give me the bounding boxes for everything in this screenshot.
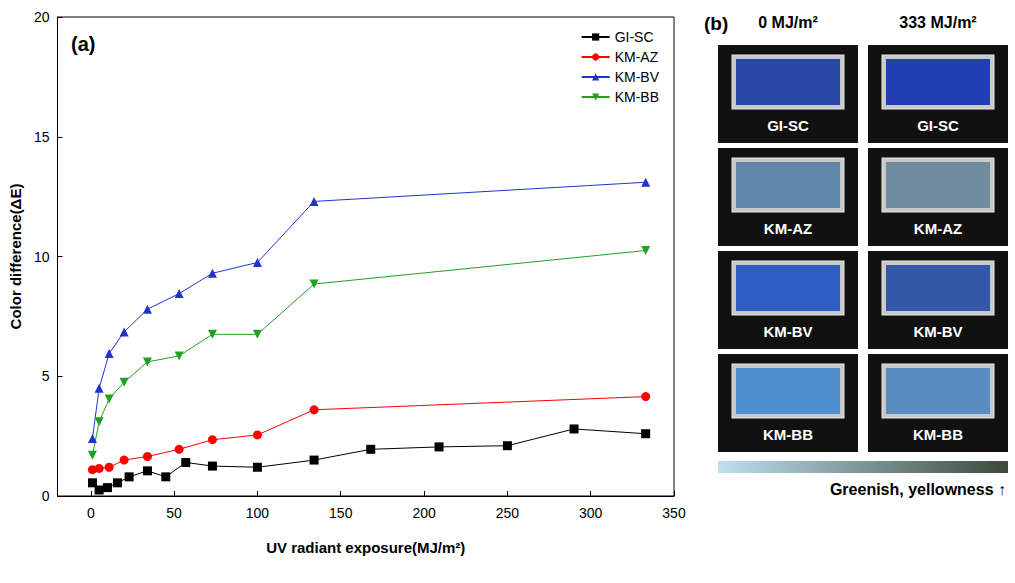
svg-text:KM-BV: KM-BV xyxy=(615,69,660,85)
svg-text:KM-BV: KM-BV xyxy=(763,323,812,340)
svg-text:GI-SC: GI-SC xyxy=(917,117,959,134)
svg-text:5: 5 xyxy=(42,368,50,384)
svg-text:0: 0 xyxy=(87,505,95,521)
svg-text:15: 15 xyxy=(34,129,50,145)
svg-text:10: 10 xyxy=(34,249,50,265)
svg-text:0 MJ/m²: 0 MJ/m² xyxy=(758,14,818,31)
svg-text:Color difference(ΔE): Color difference(ΔE) xyxy=(7,184,24,330)
svg-text:GI-SC: GI-SC xyxy=(615,29,654,45)
svg-text:50: 50 xyxy=(166,505,182,521)
svg-text:KM-AZ: KM-AZ xyxy=(914,220,962,237)
svg-text:200: 200 xyxy=(412,505,436,521)
svg-text:Greenish, yellowness ↑: Greenish, yellowness ↑ xyxy=(830,481,1006,498)
svg-text:KM-AZ: KM-AZ xyxy=(615,49,659,65)
svg-text:(b): (b) xyxy=(704,13,728,34)
svg-text:KM-BB: KM-BB xyxy=(913,426,963,443)
svg-text:KM-BB: KM-BB xyxy=(763,426,813,443)
svg-text:KM-BB: KM-BB xyxy=(615,89,659,105)
svg-text:0: 0 xyxy=(42,488,50,504)
svg-text:20: 20 xyxy=(34,9,50,25)
svg-text:300: 300 xyxy=(579,505,603,521)
svg-text:100: 100 xyxy=(246,505,270,521)
svg-text:350: 350 xyxy=(662,505,686,521)
svg-text:UV radiant exposure(MJ/m²): UV radiant exposure(MJ/m²) xyxy=(266,539,465,556)
svg-text:150: 150 xyxy=(329,505,353,521)
svg-text:(a): (a) xyxy=(71,33,95,55)
svg-text:250: 250 xyxy=(496,505,520,521)
svg-text:333 MJ/m²: 333 MJ/m² xyxy=(899,14,976,31)
svg-text:GI-SC: GI-SC xyxy=(767,117,809,134)
svg-text:KM-BV: KM-BV xyxy=(913,323,962,340)
svg-text:KM-AZ: KM-AZ xyxy=(764,220,812,237)
